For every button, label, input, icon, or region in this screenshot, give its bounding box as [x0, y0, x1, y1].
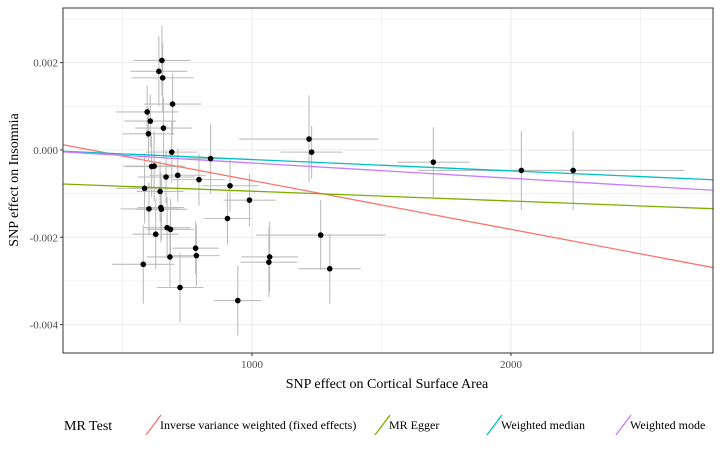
- legend-title: MR Test: [64, 419, 112, 434]
- data-point: [157, 188, 163, 195]
- legend-label-2: MR Egger: [389, 418, 439, 432]
- data-point: [152, 231, 159, 238]
- data-point: [246, 197, 253, 203]
- data-point: [158, 206, 165, 213]
- x-tick-label: 2000: [500, 359, 523, 371]
- data-point: [518, 167, 525, 174]
- data-point: [235, 297, 241, 304]
- data-point: [196, 176, 202, 183]
- data-point: [308, 149, 315, 155]
- y-axis-title: SNP effect on Insomnia: [7, 113, 22, 247]
- y-tick-label: 0.000: [33, 145, 58, 157]
- data-point: [570, 167, 576, 174]
- data-point: [174, 172, 181, 179]
- data-point: [144, 109, 150, 115]
- data-point: [266, 259, 272, 265]
- legend-key-4: [615, 414, 632, 436]
- data-point: [146, 206, 152, 212]
- data-point: [159, 75, 166, 81]
- legend-key-1: [145, 414, 162, 436]
- legend: MR Test Inverse variance weighted (fixed…: [64, 414, 705, 436]
- data-point: [167, 254, 173, 260]
- regression-line-1: [62, 144, 714, 269]
- y-tick-label: -0.004: [30, 320, 59, 332]
- panel-border: [62, 7, 714, 354]
- data-point: [266, 254, 273, 260]
- legend-label-1: Inverse variance weighted (fixed effects…: [160, 418, 356, 432]
- legend-key-3: [486, 414, 503, 436]
- regression-lines: [62, 144, 714, 269]
- data-point: [145, 130, 152, 137]
- data-point: [430, 159, 437, 165]
- data-point: [192, 245, 199, 251]
- regression-line-4: [62, 151, 714, 191]
- legend-label-4: Weighted mode: [630, 418, 705, 432]
- data-point: [156, 68, 162, 75]
- data-point: [317, 232, 324, 238]
- data-point: [169, 101, 176, 107]
- data-point: [159, 57, 165, 64]
- data-point: [167, 226, 174, 233]
- data-point: [306, 136, 312, 142]
- x-tick-label: 1000: [241, 359, 264, 371]
- data-point: [160, 125, 167, 131]
- data-point: [227, 182, 233, 189]
- legend-key-2: [374, 414, 391, 436]
- y-tick-label: 0.002: [33, 58, 58, 70]
- data-point: [177, 284, 183, 291]
- data-point: [163, 174, 169, 180]
- legend-label-3: Weighted median: [501, 418, 585, 432]
- data-point: [326, 265, 333, 272]
- x-axis-title: SNP effect on Cortical Surface Area: [286, 377, 489, 392]
- data-point: [207, 155, 214, 162]
- snp-points: [140, 57, 576, 304]
- axis-ticks: 1000 2000 0.002 0.000 -0.002 -0.004: [30, 58, 523, 371]
- data-point: [141, 185, 148, 192]
- y-tick-label: -0.002: [30, 232, 58, 244]
- data-point: [151, 163, 157, 169]
- data-point: [168, 149, 175, 155]
- regression-line-3: [62, 150, 714, 181]
- regression-line-2: [62, 183, 714, 210]
- data-point: [224, 215, 231, 222]
- data-point: [140, 261, 147, 268]
- data-point: [193, 252, 200, 259]
- data-point: [147, 118, 154, 124]
